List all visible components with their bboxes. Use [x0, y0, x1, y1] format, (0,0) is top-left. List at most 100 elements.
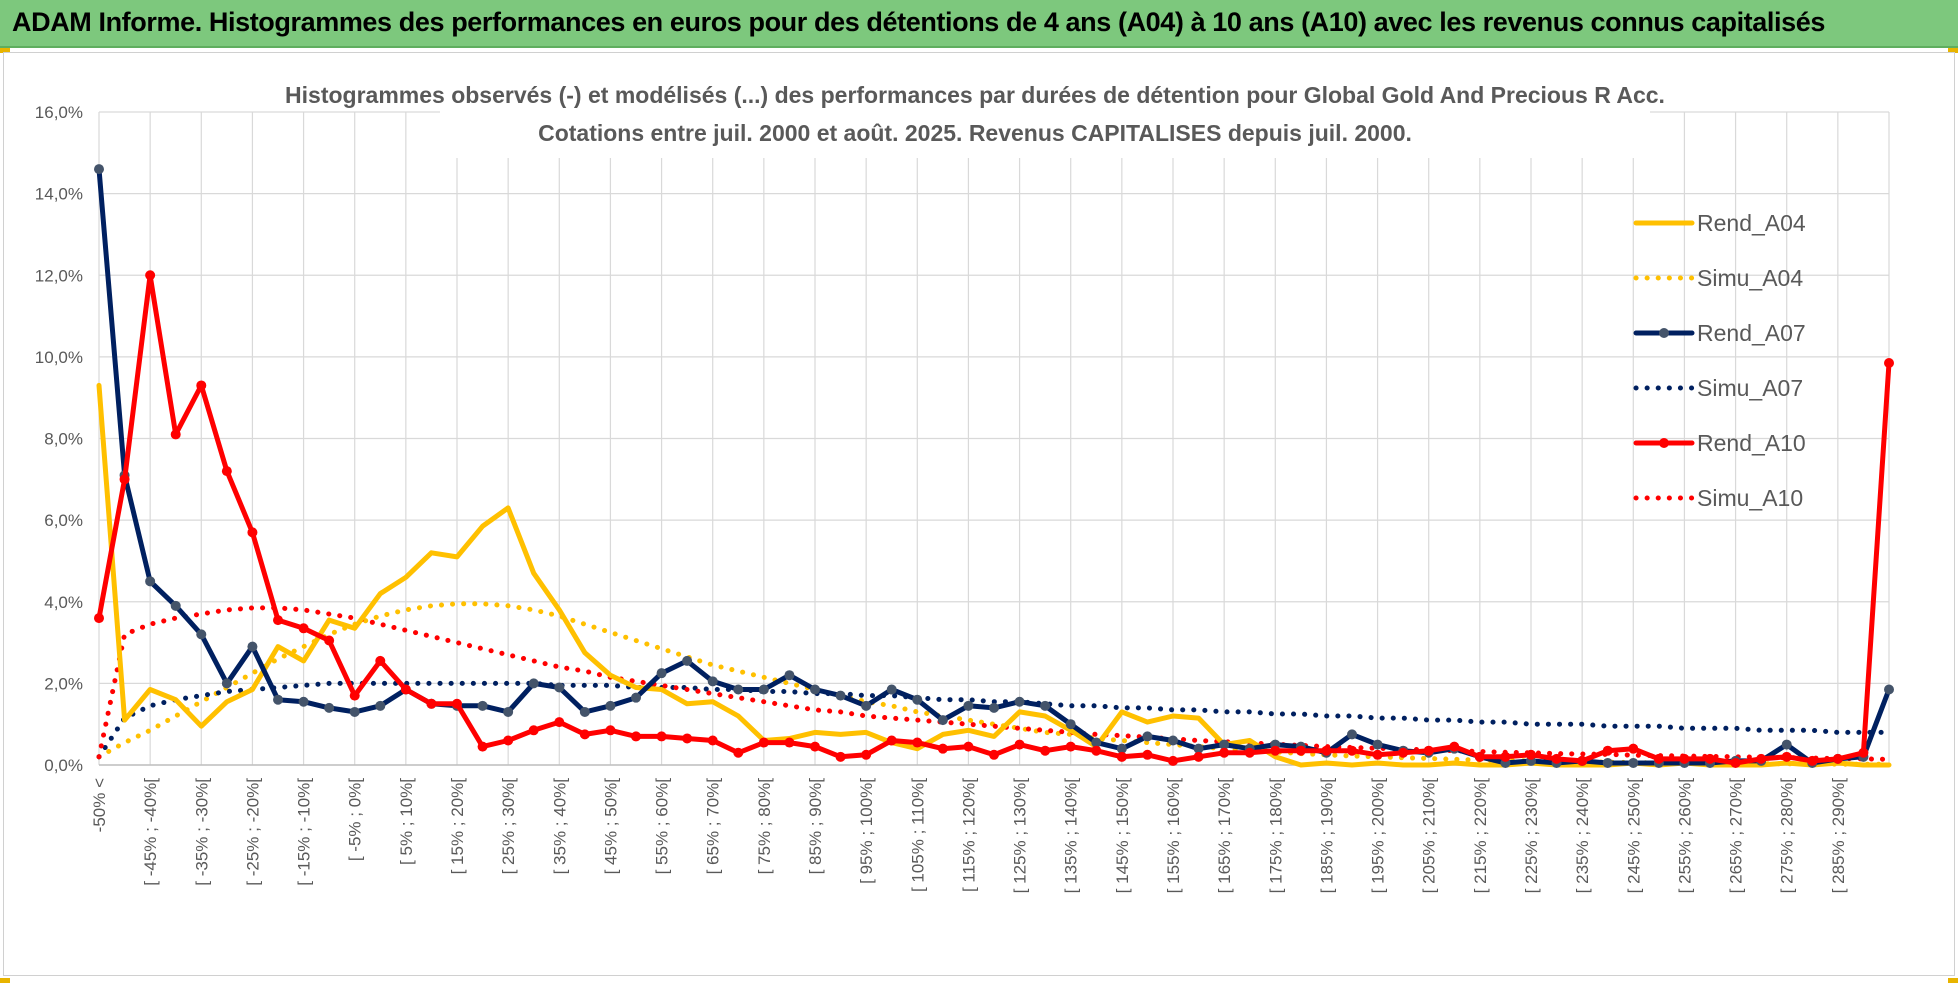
legend-label-rend-a10: Rend_A10: [1697, 430, 1806, 456]
series-line-rend-a04: [96, 382, 1892, 768]
series-line-simu-a07: [96, 680, 1892, 760]
data-point-rend-a10: [963, 741, 974, 752]
x-tick-label: -50% <: [90, 778, 109, 832]
data-point-rend-a10: [196, 380, 207, 391]
data-point-rend-a07: [1014, 696, 1025, 707]
data-point-rend-a07: [477, 700, 488, 711]
x-tick-label: [ 185% ; 190%[: [1317, 778, 1336, 894]
data-point-rend-a10: [400, 684, 411, 695]
x-tick-label: [ 25% ; 30%[: [499, 778, 518, 875]
legend-label-simu-a04: Simu_A04: [1697, 265, 1803, 291]
data-point-rend-a10: [861, 749, 872, 760]
x-tick-label: [ 215% ; 220%[: [1471, 778, 1490, 894]
legend-label-simu-a07: Simu_A07: [1697, 375, 1803, 401]
data-point-rend-a10: [579, 729, 590, 740]
legend-marker-rend-a10: [1659, 438, 1669, 448]
x-tick-label: [ 285% ; 290%[: [1829, 778, 1848, 894]
data-point-rend-a10: [375, 655, 386, 666]
data-point-rend-a10: [707, 735, 718, 746]
data-point-rend-a07: [784, 670, 795, 681]
data-point-rend-a07: [221, 678, 232, 689]
data-point-rend-a07: [273, 694, 283, 705]
x-tick-label: [ 125% ; 130%[: [1011, 778, 1030, 894]
data-point-rend-a10: [1423, 745, 1434, 756]
data-point-rend-a10: [145, 270, 156, 281]
data-point-rend-a10: [324, 635, 335, 646]
x-tick-label: [ 265% ; 270%[: [1727, 778, 1746, 894]
data-point-rend-a10: [1040, 745, 1051, 756]
x-tick-label: [ 55% ; 60%[: [653, 778, 672, 875]
data-point-rend-a10: [631, 731, 641, 742]
data-point-rend-a10: [1014, 739, 1025, 750]
data-point-rend-a10: [1679, 753, 1690, 764]
x-tick-label: [ -5% ; 0%[: [346, 778, 365, 861]
data-point-rend-a10: [1756, 753, 1767, 764]
data-point-rend-a07: [1347, 729, 1357, 740]
data-point-rend-a07: [963, 700, 974, 711]
data-point-rend-a07: [1372, 739, 1383, 750]
data-point-rend-a10: [221, 466, 232, 477]
data-point-rend-a07: [1628, 757, 1639, 768]
corner-mark-top-left: [0, 48, 10, 53]
data-point-rend-a07: [247, 641, 258, 652]
data-point-rend-a10: [1705, 753, 1715, 764]
data-point-rend-a07: [196, 629, 207, 640]
data-point-rend-a10: [1449, 741, 1460, 752]
x-axis-tick-labels: -50% < [ -45% ; -40%[[ -35% ; -30%[[ -25%…: [90, 778, 1848, 894]
x-tick-label: [ 65% ; 70%[: [704, 778, 723, 875]
data-point-rend-a07: [94, 164, 104, 175]
data-point-rend-a10: [1372, 749, 1383, 760]
y-tick-label: 16,0%: [35, 103, 83, 122]
data-point-rend-a10: [1142, 749, 1153, 760]
data-point-rend-a07: [733, 684, 744, 695]
x-tick-label: [ 175% ; 180%[: [1266, 778, 1285, 894]
y-tick-label: 14,0%: [35, 185, 83, 204]
data-point-rend-a10: [426, 698, 437, 709]
x-tick-label: [ 15% ; 20%[: [448, 778, 467, 875]
report-banner: ADAM Informe. Histogrammes des performan…: [0, 0, 1958, 48]
chart-title-background: [440, 72, 1650, 158]
data-point-rend-a07: [631, 692, 641, 703]
series-line-rend-a10: [96, 272, 1892, 766]
chart-legend: Rend_A04 Simu_A04 Rend_A07 Simu_A07 Rend_A10…: [1633, 210, 1806, 511]
series-line-rend-a07: [96, 166, 1892, 766]
data-point-rend-a10: [247, 527, 258, 538]
data-point-rend-a07: [528, 678, 539, 689]
data-point-rend-a10: [1219, 747, 1230, 758]
x-tick-label: [ 195% ; 200%[: [1369, 778, 1388, 894]
data-point-rend-a10: [886, 735, 897, 746]
data-point-rend-a10: [1398, 747, 1409, 758]
data-point-rend-a07: [1193, 743, 1204, 754]
data-point-rend-a07: [170, 600, 181, 611]
data-point-rend-a07: [1781, 739, 1792, 750]
x-tick-label: [ 35% ; 40%[: [550, 778, 569, 875]
data-point-rend-a10: [1577, 755, 1588, 766]
y-tick-label: 6,0%: [44, 511, 83, 530]
x-tick-label: [ 135% ; 140%[: [1062, 778, 1081, 894]
data-point-rend-a07: [912, 694, 923, 705]
data-point-rend-a10: [1091, 745, 1102, 756]
x-tick-label: [ 255% ; 260%[: [1675, 778, 1694, 894]
data-point-rend-a10: [170, 429, 181, 440]
data-point-rend-a10: [989, 749, 999, 760]
x-tick-label: [ 115% ; 120%[: [959, 778, 978, 892]
data-point-rend-a10: [1474, 751, 1485, 762]
legend-label-simu-a10: Simu_A10: [1697, 485, 1803, 511]
corner-mark-bottom-left: [0, 978, 10, 983]
chart-frame: [3, 52, 1955, 976]
data-point-rend-a10: [94, 613, 104, 624]
data-point-rend-a07: [758, 684, 769, 695]
data-point-rend-a10: [1168, 755, 1178, 766]
data-point-rend-a07: [349, 706, 360, 717]
chart-title-line-2: Cotations entre juil. 2000 et août. 2025…: [538, 120, 1412, 146]
data-point-rend-a10: [349, 690, 360, 701]
data-point-rend-a10: [1551, 753, 1562, 764]
data-point-rend-a10: [1781, 751, 1792, 762]
data-point-rend-a07: [1219, 739, 1230, 750]
corner-mark-bottom-right: [1948, 978, 1958, 983]
data-point-rend-a10: [1321, 745, 1332, 756]
y-tick-label: 4,0%: [44, 593, 83, 612]
data-point-rend-a10: [1858, 747, 1869, 758]
data-point-rend-a10: [912, 737, 923, 748]
data-point-rend-a07: [886, 684, 897, 695]
